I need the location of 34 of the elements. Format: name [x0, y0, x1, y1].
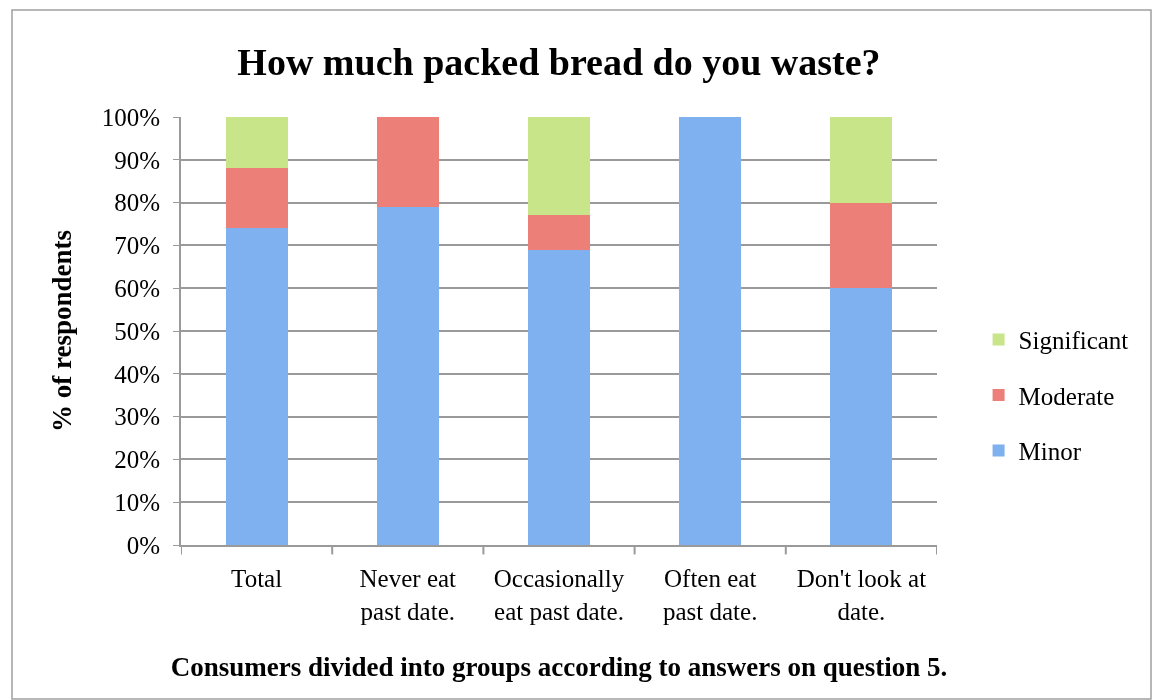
y-tick-label: 10% [114, 488, 160, 516]
y-tick-label: 100% [101, 103, 160, 131]
y-tick-label: 60% [114, 274, 160, 302]
bar [225, 168, 288, 229]
bar [830, 288, 893, 545]
bar [528, 117, 590, 216]
bar [225, 117, 288, 169]
bar [830, 202, 893, 289]
x-tick-label: Occasionally eat past date. [493, 565, 625, 625]
y-tick-label: 50% [114, 317, 160, 345]
x-tick-label: Often eat past date. [662, 565, 758, 625]
bar [679, 117, 742, 545]
legend-label: Significant [1018, 327, 1129, 355]
y-tick-label: 30% [114, 403, 160, 431]
bar [376, 117, 439, 207]
chart-title: How much packed bread do you waste? [237, 41, 881, 84]
bar [830, 117, 893, 203]
x-tick-label: Never eat past date. [359, 565, 457, 625]
x-tick-label: Total [231, 565, 283, 592]
bar [376, 206, 439, 545]
y-tick-label: 70% [114, 232, 160, 260]
bar [225, 228, 288, 545]
bar [528, 249, 590, 545]
y-tick-label: 40% [114, 360, 160, 388]
y-tick-label: 20% [114, 446, 160, 474]
x-tick-label: Don't look at date. [796, 565, 927, 625]
y-tick-label: 0% [126, 531, 160, 559]
legend-label: Moderate [1018, 382, 1115, 410]
bar [528, 215, 590, 250]
y-tick-label: 90% [114, 146, 160, 174]
legend-label: Minor [1018, 438, 1082, 466]
y-axis-title: % of respondents [47, 229, 78, 433]
x-axis-title: Consumers divided into groups according to answers on question 5. [170, 652, 948, 683]
y-tick-label: 80% [114, 189, 160, 217]
